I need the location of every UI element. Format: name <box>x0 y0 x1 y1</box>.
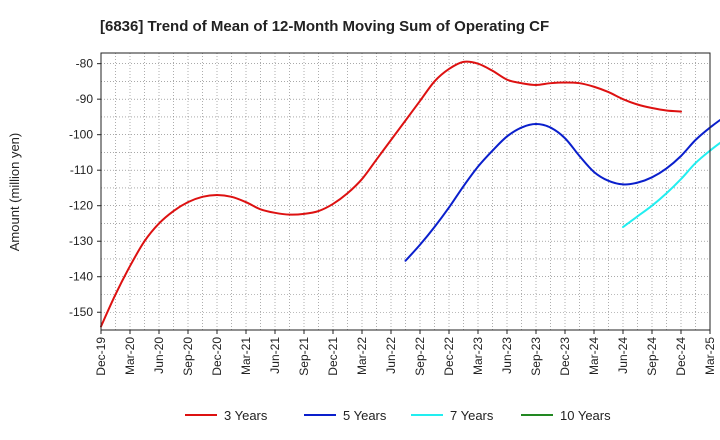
x-tick-label: Mar-22 <box>355 337 369 375</box>
x-tick-label: Jun-22 <box>384 337 398 374</box>
x-tick-label: Sep-22 <box>413 337 427 376</box>
series-line-3 <box>622 141 720 229</box>
grid-lines <box>100 53 711 331</box>
chart-title: [6836] Trend of Mean of 12-Month Moving … <box>100 18 549 35</box>
x-tick-label: Dec-20 <box>210 337 224 376</box>
x-tick-label: Jun-20 <box>152 337 166 374</box>
x-tick-label: Sep-20 <box>181 337 195 376</box>
x-tick-label: Mar-21 <box>239 337 253 375</box>
x-tick-label: Sep-24 <box>645 337 659 376</box>
x-tick-label: Jun-24 <box>616 337 630 374</box>
x-tick-label: Jun-23 <box>500 337 514 374</box>
legend-label-2: 5 Years <box>343 408 387 423</box>
x-tick-label: Sep-23 <box>529 337 543 376</box>
x-tick-label: Mar-24 <box>587 337 601 375</box>
series-line-1 <box>100 60 682 328</box>
y-tick-label: -150 <box>69 305 93 319</box>
y-tick-label: -100 <box>69 128 93 142</box>
y-tick-label: -80 <box>76 57 94 71</box>
y-tick-label: -110 <box>70 163 93 177</box>
series-lines <box>100 60 720 328</box>
series-line-2 <box>404 118 720 262</box>
x-tick-label: Sep-21 <box>297 337 311 376</box>
legend-label-1: 3 Years <box>224 408 268 423</box>
plot-area-border <box>100 52 711 331</box>
y-tick-label: -120 <box>69 199 93 213</box>
x-tick-label: Mar-23 <box>471 337 485 375</box>
y-axis-label: Amount (million yen) <box>7 133 22 252</box>
y-tick-label: -130 <box>69 234 93 248</box>
x-tick-label: Jun-21 <box>268 337 282 374</box>
x-tick-label: Dec-19 <box>94 337 108 376</box>
y-tick-label: -140 <box>69 270 93 284</box>
legend-label-3: 7 Years <box>450 408 494 423</box>
x-axis-ticks: Dec-19 Mar-20 Jun-20 Sep-20 Dec-20 Mar-21 Jun-… <box>94 330 717 376</box>
legend: 3 Years 5 Years 7 Years 10 Years <box>185 408 611 423</box>
x-tick-label: Dec-22 <box>442 337 456 376</box>
x-tick-label: Mar-20 <box>123 337 137 375</box>
y-axis-ticks: -150 -140 -130 -120 -110 -100 -90 -80 <box>69 57 101 319</box>
x-tick-label: Dec-21 <box>326 337 340 376</box>
y-tick-label: -90 <box>76 92 94 106</box>
x-tick-label: Dec-23 <box>558 337 572 376</box>
x-tick-label: Dec-24 <box>674 337 688 376</box>
legend-label-4: 10 Years <box>560 408 611 423</box>
x-tick-label: Mar-25 <box>703 337 717 375</box>
